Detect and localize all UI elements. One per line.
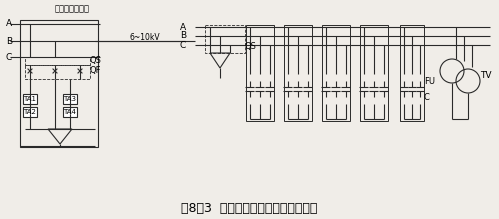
Text: A: A bbox=[6, 19, 12, 28]
Text: TA1: TA1 bbox=[23, 96, 36, 102]
Text: C: C bbox=[6, 53, 12, 62]
Bar bbox=[246, 25, 274, 121]
Bar bbox=[322, 25, 350, 121]
Text: B: B bbox=[180, 32, 186, 41]
Bar bbox=[23, 107, 37, 117]
Bar bbox=[400, 25, 424, 121]
Text: TA3: TA3 bbox=[63, 96, 76, 102]
Text: QS: QS bbox=[245, 42, 257, 51]
Bar bbox=[63, 107, 77, 117]
Text: A: A bbox=[180, 23, 186, 32]
Bar bbox=[23, 94, 37, 104]
Text: TV: TV bbox=[480, 71, 492, 81]
Text: B: B bbox=[6, 37, 12, 46]
Bar bbox=[20, 20, 98, 147]
Text: C: C bbox=[180, 41, 186, 49]
Text: QF: QF bbox=[90, 67, 101, 76]
Text: FU: FU bbox=[424, 76, 435, 85]
Text: QS: QS bbox=[90, 57, 102, 65]
Bar bbox=[360, 25, 388, 121]
Bar bbox=[63, 94, 77, 104]
Text: TA4: TA4 bbox=[63, 109, 76, 115]
Text: C: C bbox=[424, 92, 430, 101]
Text: 图8－3  高压集中补偿电容器组接线图: 图8－3 高压集中补偿电容器组接线图 bbox=[181, 203, 317, 215]
Bar bbox=[284, 25, 312, 121]
Text: TA2: TA2 bbox=[23, 109, 36, 115]
Text: 6~10kV: 6~10kV bbox=[130, 34, 161, 42]
Text: 变电所高压导线: 变电所高压导线 bbox=[55, 5, 90, 14]
